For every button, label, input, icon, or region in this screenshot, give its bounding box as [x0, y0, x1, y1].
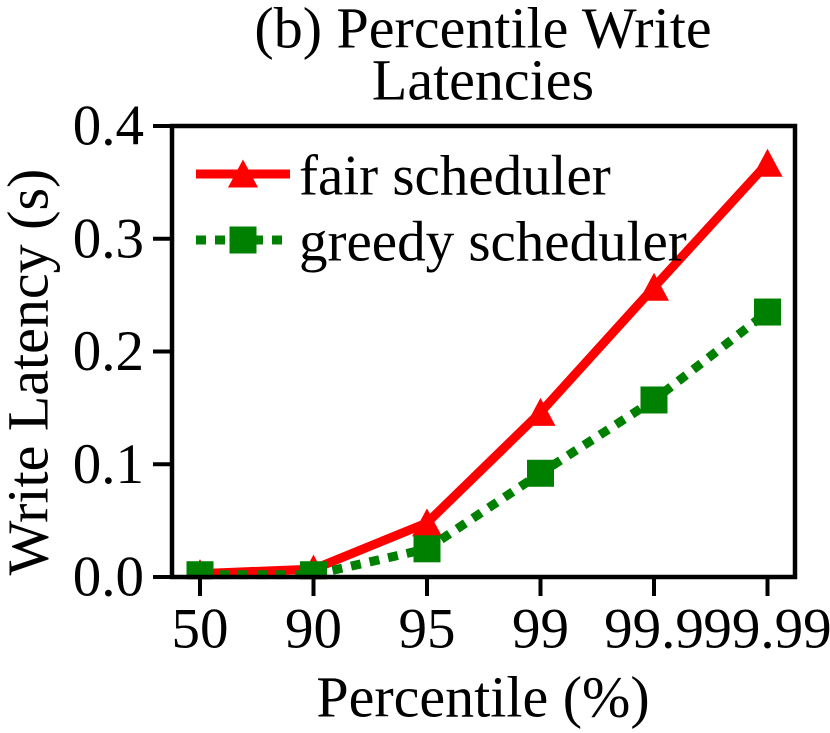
y-tick-label-0.4: 0.4: [73, 95, 144, 158]
legend-label-greedy-scheduler: greedy scheduler: [299, 211, 687, 274]
ticks-group: [153, 124, 770, 596]
x-tick-label-99.99: 99.99: [703, 598, 830, 661]
y-tick-label-0.2: 0.2: [73, 320, 144, 383]
x-axis-label: Percentile (%): [316, 665, 649, 730]
marker-fair-scheduler-99.99: [752, 148, 783, 177]
marker-fair-scheduler-95: [412, 508, 442, 537]
legend-item-fair-scheduler: fair scheduler: [196, 145, 611, 208]
legend-marker-greedy-scheduler: [229, 226, 257, 254]
legend-marker-fair-scheduler: [228, 159, 258, 188]
chart-title-line-1: (b) Percentile Write: [254, 0, 711, 61]
x-tick-label-99: 99: [512, 598, 569, 661]
x-tick-label-99.9: 99.9: [604, 598, 704, 661]
line-fair-scheduler: [199, 160, 771, 579]
y-axis-label: Write Latency (s): [0, 169, 61, 576]
line-greedy-scheduler: [200, 308, 771, 580]
marker-greedy-scheduler-99.99: [754, 298, 781, 326]
chart-title-line-2: Latencies: [372, 48, 594, 113]
marker-greedy-scheduler-95: [413, 535, 441, 563]
legend-label-fair-scheduler: fair scheduler: [299, 145, 611, 208]
y-tick-label-0.0: 0.0: [73, 546, 144, 609]
legend-item-greedy-scheduler: greedy scheduler: [196, 211, 687, 274]
x-tick-label-90: 90: [285, 598, 342, 661]
x-tick-label-95: 95: [399, 598, 456, 661]
x-tick-label-50: 50: [172, 598, 229, 661]
marker-fair-scheduler-99.9: [639, 272, 669, 301]
marker-greedy-scheduler-99.9: [640, 386, 668, 414]
y-tick-label-0.1: 0.1: [73, 433, 144, 496]
marker-greedy-scheduler-99: [527, 459, 554, 487]
y-tick-label-0.3: 0.3: [73, 207, 144, 270]
marker-fair-scheduler-99: [525, 397, 556, 426]
tick-labels-group: 50 90 95 99 99.9 99.99 0.0 0.1 0.2 0.3 0.4: [73, 95, 830, 661]
